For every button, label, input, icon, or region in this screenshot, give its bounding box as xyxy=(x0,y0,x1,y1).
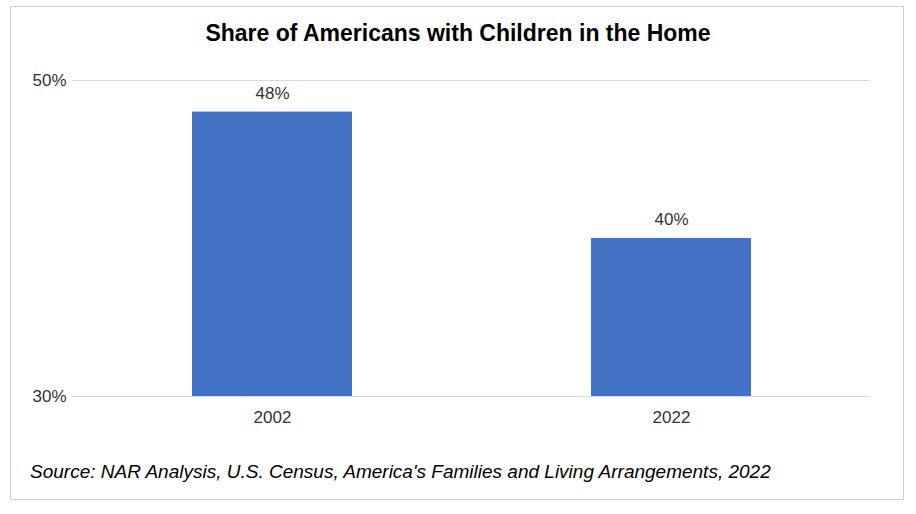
svg-text:2002: 2002 xyxy=(254,408,292,427)
html-text:Share of Americans with Childr: Share of Americans with Children in the … xyxy=(205,20,711,46)
svg-text:30%: 30% xyxy=(32,387,66,406)
html-text:Source: NAR Analysis, U.S. Cen: Source: NAR Analysis, U.S. Census, Ameri… xyxy=(30,461,771,482)
svg-text:40%: 40% xyxy=(654,210,688,229)
svg-text:50%: 50% xyxy=(32,71,66,90)
svg-text:48%: 48% xyxy=(255,84,289,103)
svg-text:2022: 2022 xyxy=(653,408,691,427)
